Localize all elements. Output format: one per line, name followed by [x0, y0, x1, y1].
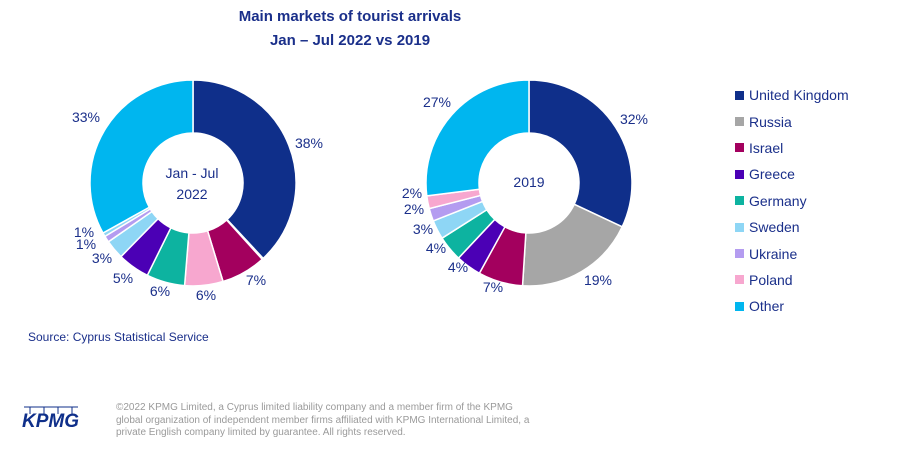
- slice-united-kingdom: [192, 79, 297, 260]
- data-label: 7%: [246, 272, 266, 288]
- legend-item-united-kingdom: United Kingdom: [735, 82, 849, 108]
- data-label: 6%: [150, 283, 170, 299]
- legend-item-poland: Poland: [735, 267, 849, 293]
- copyright-footer: ©2022 KPMG Limited, a Cyprus limited lia…: [116, 402, 530, 438]
- donut-center-label: Jan - Jul: [166, 165, 219, 181]
- legend-swatch: [735, 117, 744, 127]
- data-label: 7%: [483, 279, 503, 295]
- data-label: 4%: [426, 240, 446, 256]
- data-label: 3%: [92, 250, 112, 266]
- legend-item-russia: Russia: [735, 108, 849, 134]
- slice-united-kingdom: [528, 79, 633, 228]
- data-label: 1%: [74, 224, 94, 240]
- legend-swatch: [735, 143, 744, 153]
- chart-title: Main markets of tourist arrivals: [238, 8, 462, 25]
- legend-swatch: [735, 249, 744, 259]
- legend: United Kingdom Russia Israel Greece Germany S…: [735, 82, 849, 320]
- legend-item-sweden: Sweden: [735, 214, 849, 240]
- kpmg-logo: KPMG: [22, 406, 79, 431]
- data-label: 2%: [404, 201, 424, 217]
- legend-item-germany: Germany: [735, 188, 849, 214]
- data-label: 4%: [448, 259, 468, 275]
- legend-swatch: [735, 196, 744, 206]
- legend-label: Greece: [749, 166, 795, 183]
- legend-label: Germany: [749, 192, 807, 209]
- legend-swatch: [735, 169, 744, 179]
- legend-item-israel: Israel: [735, 135, 849, 161]
- legend-label: Sweden: [749, 219, 800, 236]
- slice-other: [89, 79, 194, 235]
- legend-label: Other: [749, 298, 785, 315]
- chart-subtitle: Jan – Jul 2022 vs 2019: [269, 32, 431, 49]
- donut-center-label: 2019: [513, 174, 544, 190]
- data-label: 38%: [295, 135, 323, 151]
- legend-label: United Kingdom: [749, 87, 849, 104]
- data-label: 19%: [584, 272, 612, 288]
- slice-other: [425, 79, 530, 197]
- legend-item-ukraine: Ukraine: [735, 240, 849, 266]
- legend-item-other: Other: [735, 293, 849, 319]
- donut-charts: 38%7%6%6%5%3%1%1%33%Jan - Jul202232%19%7…: [72, 79, 648, 303]
- legend-label: Poland: [749, 271, 793, 288]
- legend-swatch: [735, 301, 744, 311]
- data-label: 6%: [196, 287, 216, 303]
- legend-swatch: [735, 90, 744, 100]
- legend-item-greece: Greece: [735, 161, 849, 187]
- legend-label: Israel: [749, 139, 784, 156]
- legend-swatch: [735, 275, 744, 285]
- data-label: 27%: [423, 94, 451, 110]
- data-label: 1%: [76, 236, 96, 252]
- legend-swatch: [735, 222, 744, 232]
- data-label: 3%: [413, 221, 433, 237]
- legend-label: Ukraine: [749, 245, 798, 262]
- donut-center-label: 2022: [176, 186, 207, 202]
- kpmg-logo-text: KPMG: [22, 411, 79, 431]
- source-note: Source: Cyprus Statistical Service: [28, 330, 209, 344]
- data-label: 5%: [113, 270, 133, 286]
- data-label: 33%: [72, 109, 100, 125]
- data-label: 2%: [402, 185, 422, 201]
- data-label: 32%: [620, 111, 648, 127]
- legend-label: Russia: [749, 113, 792, 130]
